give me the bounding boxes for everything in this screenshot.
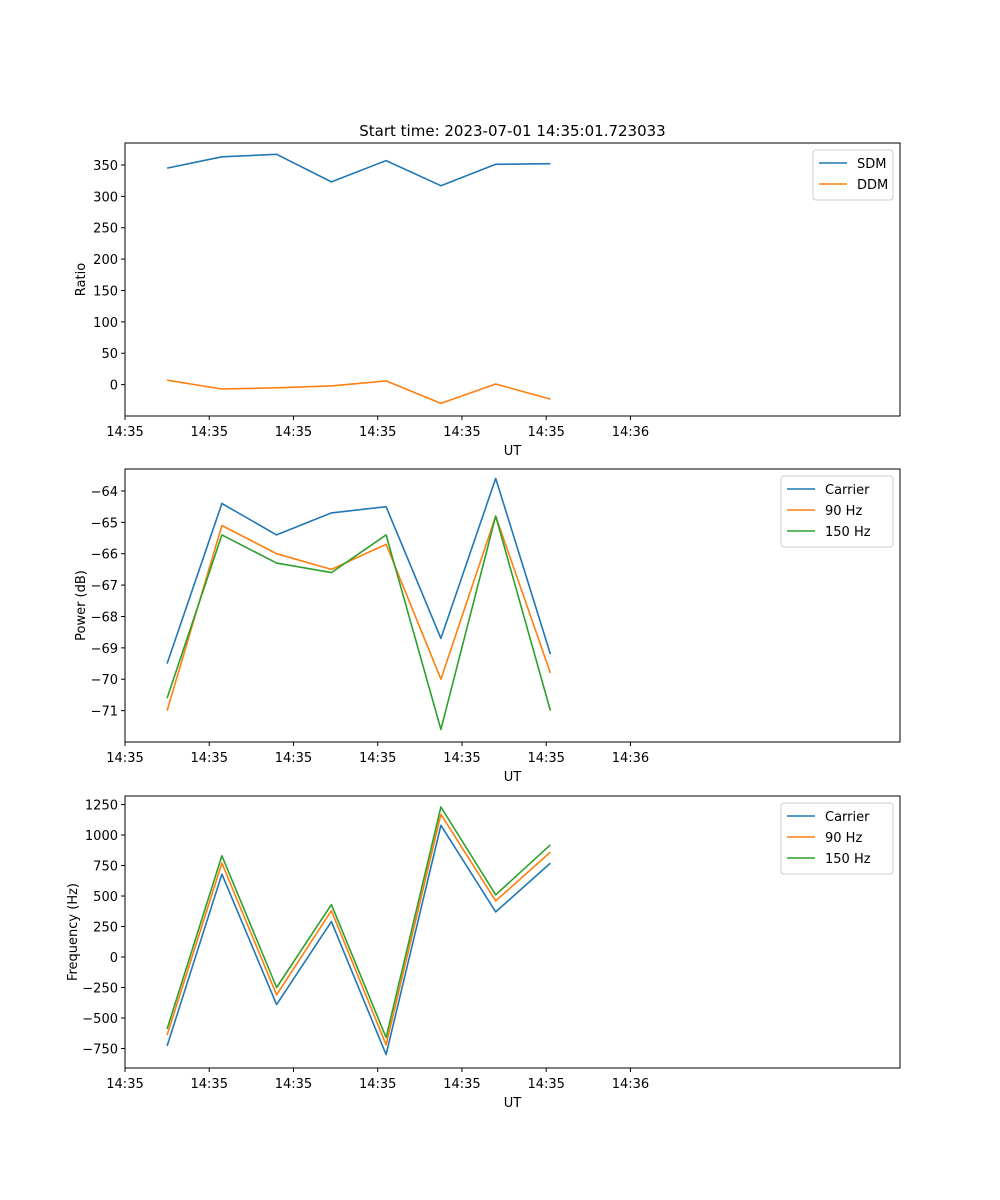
x-tick-label: 14:35 <box>106 1077 143 1092</box>
y-tick-label: 150 <box>93 284 118 299</box>
x-axis-label: UT <box>504 1096 522 1111</box>
figure-title: Start time: 2023-07-01 14:35:01.723033 <box>359 122 665 140</box>
y-tick-label: 250 <box>93 921 118 936</box>
legend: Carrier 90 Hz 150 Hz <box>780 475 894 548</box>
y-tick-label: −66 <box>91 548 118 563</box>
series-line-90-hz <box>166 515 552 711</box>
y-tick-label: 350 <box>93 159 118 174</box>
series-line-ddm <box>166 379 551 405</box>
y-tick-label: 300 <box>93 190 118 205</box>
x-tick-label: 14:35 <box>443 1077 480 1092</box>
legend-label: SDM <box>857 157 886 172</box>
y-tick-label: −64 <box>91 485 118 500</box>
x-tick-label: 14:36 <box>612 751 649 766</box>
legend-label: 90 Hz <box>825 831 862 846</box>
axes-frame <box>124 468 901 743</box>
x-tick-label: 14:36 <box>612 1077 649 1092</box>
x-tick-label: 14:36 <box>612 425 649 440</box>
legend-label: Carrier <box>825 810 870 825</box>
x-tick-label: 14:35 <box>106 751 143 766</box>
x-tick-label: 14:35 <box>527 751 564 766</box>
y-tick-label: 0 <box>110 951 118 966</box>
legend: SDM DDM <box>812 149 894 201</box>
x-tick-label: 14:35 <box>359 751 396 766</box>
legend-box <box>780 802 894 875</box>
axes-frame <box>124 142 901 417</box>
series-line-sdm <box>166 153 551 187</box>
y-axis-label: Ratio <box>74 263 89 296</box>
legend-label: DDM <box>857 178 888 193</box>
y-tick-label: −68 <box>91 610 118 625</box>
y-tick-label: 1000 <box>85 829 118 844</box>
y-tick-label: 250 <box>93 222 118 237</box>
x-tick-label: 14:35 <box>191 425 228 440</box>
series-line-150-hz <box>166 806 551 1039</box>
y-tick-label: 200 <box>93 253 118 268</box>
x-tick-label: 14:35 <box>191 1077 228 1092</box>
series-line-90-hz <box>166 813 551 1046</box>
y-tick-label: 50 <box>101 347 118 362</box>
y-tick-label: 0 <box>110 379 118 394</box>
legend-label: 150 Hz <box>825 525 871 540</box>
y-axis-label: Frequency (Hz) <box>66 883 81 981</box>
y-tick-label: −67 <box>91 579 118 594</box>
y-tick-label: −69 <box>91 642 118 657</box>
x-tick-label: 14:35 <box>527 425 564 440</box>
y-tick-label: 100 <box>93 316 118 331</box>
x-tick-label: 14:35 <box>359 425 396 440</box>
subplot-3: 14:35 14:35 14:35 14:35 14:35 14:35 14:36 UT −75… <box>66 795 901 1111</box>
x-tick-label: 14:35 <box>443 751 480 766</box>
axes-frame <box>124 795 901 1069</box>
y-axis-label: Power (dB) <box>74 570 89 641</box>
y-tick-label: −250 <box>82 981 118 996</box>
legend-label: 150 Hz <box>825 852 871 867</box>
x-tick-label: 14:35 <box>275 751 312 766</box>
x-tick-label: 14:35 <box>106 425 143 440</box>
subplot-1: 14:35 14:35 14:35 14:35 14:35 14:35 14:36 UT 0 50… <box>74 142 901 459</box>
x-tick-label: 14:35 <box>527 1077 564 1092</box>
x-tick-label: 14:35 <box>275 1077 312 1092</box>
legend-label: 90 Hz <box>825 504 862 519</box>
y-tick-label: −500 <box>82 1012 118 1027</box>
legend: Carrier 90 Hz 150 Hz <box>780 802 894 875</box>
series-line-carrier <box>166 477 552 664</box>
x-axis-label: UT <box>504 770 522 785</box>
subplots: 14:35 14:35 14:35 14:35 14:35 14:35 14:36 UT 0 50… <box>66 142 901 1111</box>
series-line-150-hz <box>166 515 552 731</box>
y-tick-label: −65 <box>91 516 118 531</box>
y-tick-label: 750 <box>93 860 118 875</box>
x-tick-label: 14:35 <box>275 425 312 440</box>
legend-label: Carrier <box>825 483 870 498</box>
y-tick-label: −70 <box>91 673 118 688</box>
y-tick-label: 500 <box>93 890 118 905</box>
x-tick-label: 14:35 <box>359 1077 396 1092</box>
legend-box <box>780 475 894 548</box>
y-tick-label: 1250 <box>85 799 118 814</box>
x-axis-label: UT <box>504 444 522 459</box>
x-tick-label: 14:35 <box>191 751 228 766</box>
subplot-2: 14:35 14:35 14:35 14:35 14:35 14:35 14:36 UT −71… <box>74 468 901 785</box>
y-tick-label: −71 <box>91 705 118 720</box>
x-tick-label: 14:35 <box>443 425 480 440</box>
series-line-carrier <box>166 824 551 1056</box>
y-tick-label: −750 <box>82 1042 118 1057</box>
